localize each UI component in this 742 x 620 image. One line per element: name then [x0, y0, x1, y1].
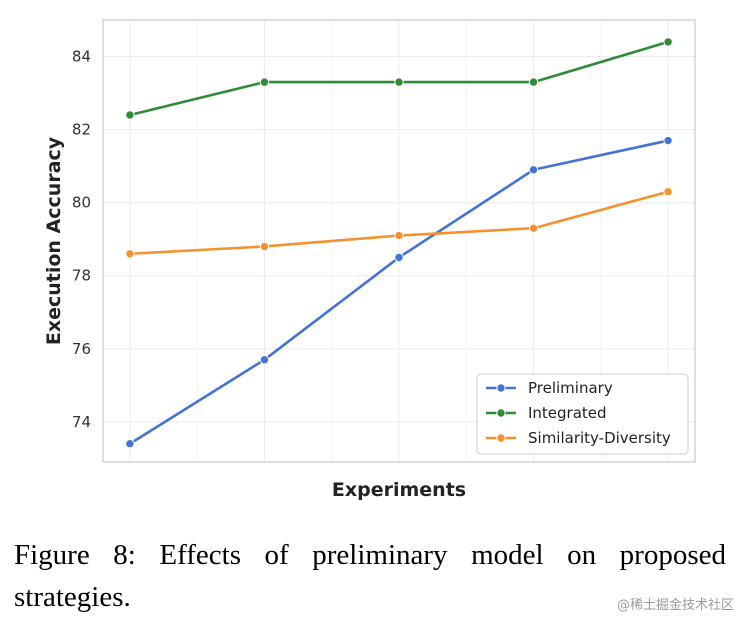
- x-axis-label: Experiments: [332, 479, 466, 501]
- watermark: @稀土掘金技术社区: [616, 598, 734, 613]
- y-tick-label-1: 76: [72, 340, 91, 358]
- legend-label-0: Preliminary: [528, 379, 613, 397]
- legend-box: [476, 373, 689, 455]
- data-point-0-0: [125, 439, 135, 449]
- legend-marker-0: [496, 383, 506, 393]
- data-point-0-1: [259, 355, 270, 365]
- data-point-2-3: [528, 223, 539, 233]
- data-point-1-4: [663, 37, 673, 47]
- legend: Preliminary Integrated Similarity-Diversit…: [476, 373, 689, 455]
- data-point-1-3: [528, 77, 539, 87]
- data-point-2-2: [394, 230, 404, 241]
- y-tick-label-2: 78: [72, 267, 91, 285]
- y-tick-label-5: 84: [72, 48, 91, 66]
- series-layer: [125, 37, 673, 449]
- line-chart: 74 76 78 80 82 84 Execution Accuracy Experime…: [43, 19, 696, 501]
- y-tick-label-0: 74: [72, 413, 91, 431]
- data-point-1-2: [394, 77, 404, 87]
- data-point-0-3: [528, 165, 539, 175]
- legend-label-1: Integrated: [528, 404, 607, 422]
- series-1: [125, 37, 673, 120]
- data-point-2-0: [125, 249, 135, 259]
- y-axis-ticks: 74 76 78 80 82 84: [72, 48, 91, 431]
- y-tick-label-4: 82: [72, 121, 91, 139]
- data-point-0-2: [394, 252, 404, 263]
- legend-marker-2: [496, 433, 506, 443]
- figure-caption: Figure 8: Effects of preliminary model o…: [14, 539, 726, 613]
- data-point-1-1: [259, 77, 270, 87]
- y-tick-label-3: 80: [72, 194, 91, 212]
- data-point-2-4: [663, 186, 673, 197]
- data-point-2-1: [259, 241, 270, 252]
- data-point-0-4: [663, 135, 673, 146]
- y-axis-label: Execution Accuracy: [43, 136, 65, 345]
- plot-area-frame: [102, 19, 696, 463]
- grid: [103, 20, 695, 462]
- series-2: [125, 186, 673, 259]
- data-point-1-0: [125, 110, 135, 120]
- legend-marker-1: [496, 408, 506, 418]
- series-0: [125, 135, 673, 449]
- legend-label-2: Similarity-Diversity: [528, 429, 671, 447]
